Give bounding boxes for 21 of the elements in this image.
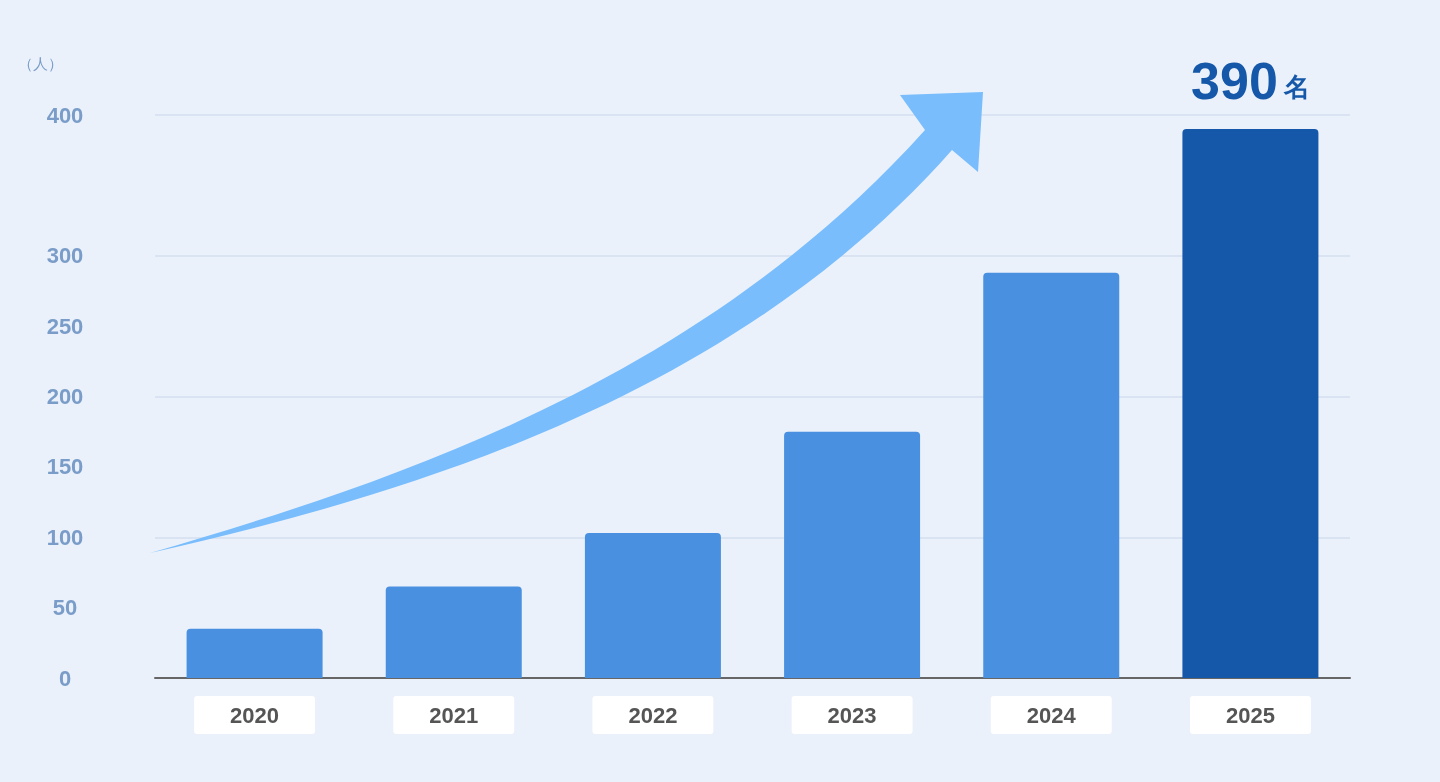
bar [1182, 129, 1319, 678]
bar [784, 431, 921, 678]
y-tick-label: 200 [46, 384, 84, 409]
y-tick-label: 150 [46, 454, 84, 480]
y-tick-label: 100 [46, 524, 84, 550]
y-tick-label: 400 [46, 102, 84, 128]
x-tick-label: 2024 [1026, 702, 1077, 728]
x-tick-label: 2021 [429, 702, 479, 728]
x-tick-label: 2023 [827, 702, 877, 728]
x-tick-label: 2020 [230, 702, 280, 728]
bar [385, 586, 522, 678]
y-tick-label: 50 [52, 595, 78, 621]
bar [584, 533, 721, 678]
y-tick-label: 250 [46, 313, 84, 339]
bar [186, 628, 323, 678]
x-tick-label: 2022 [628, 702, 678, 728]
y-tick-label: 0 [58, 665, 72, 691]
y-tick-label: 300 [46, 243, 84, 269]
x-tick-label: 2025 [1225, 702, 1275, 728]
bar [983, 272, 1120, 678]
y-axis-title: （人） [17, 55, 63, 72]
